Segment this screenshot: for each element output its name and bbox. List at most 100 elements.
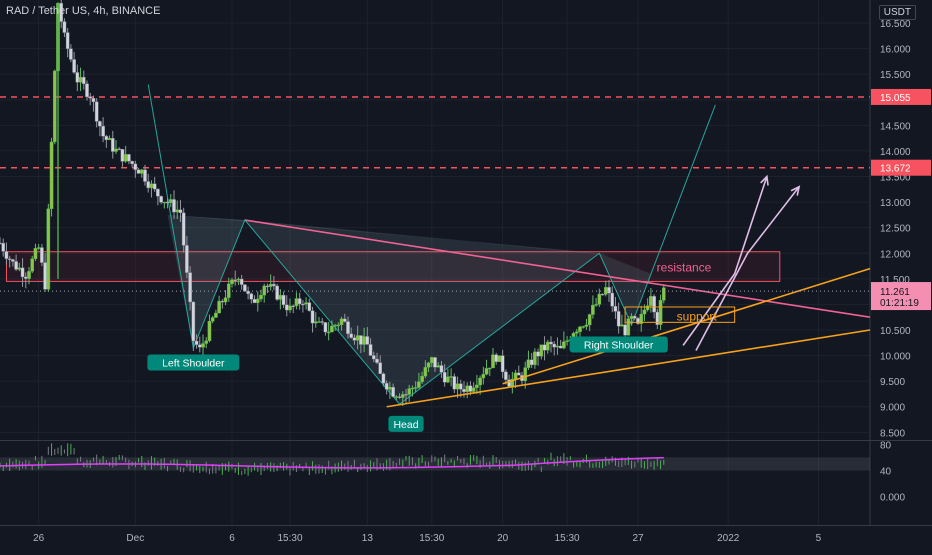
candle-body bbox=[484, 368, 489, 375]
annotation-label: Head bbox=[393, 419, 418, 431]
candle-body bbox=[265, 285, 270, 288]
candle-body bbox=[294, 298, 299, 307]
candle-body bbox=[230, 279, 234, 285]
candle-body bbox=[413, 387, 418, 389]
candle-body bbox=[204, 340, 209, 344]
candle-body bbox=[549, 341, 553, 345]
candle-body bbox=[375, 358, 379, 363]
candle-body bbox=[259, 294, 263, 300]
candle-body bbox=[288, 305, 292, 311]
candle-body bbox=[291, 305, 296, 308]
candle-body bbox=[629, 315, 634, 319]
candle-body bbox=[110, 137, 115, 152]
candle-body bbox=[127, 154, 131, 162]
candle-body bbox=[262, 285, 267, 296]
rsi-tick-label: 0.000 bbox=[880, 493, 905, 504]
candle-body bbox=[210, 317, 215, 322]
candle-body bbox=[352, 337, 357, 341]
candle-body bbox=[11, 259, 15, 262]
candle-body bbox=[313, 321, 318, 324]
candle-body bbox=[310, 310, 315, 324]
candle-body bbox=[252, 299, 257, 304]
price-tag[interactable] bbox=[871, 282, 931, 311]
candle-body bbox=[465, 385, 470, 392]
trend-lower-line[interactable] bbox=[386, 329, 871, 408]
annotation-box[interactable] bbox=[147, 354, 240, 371]
candle-body bbox=[417, 381, 421, 388]
trend-upper-line[interactable] bbox=[502, 267, 871, 385]
candle-body bbox=[43, 262, 47, 290]
candle-body bbox=[27, 271, 31, 279]
candle-body bbox=[378, 362, 383, 374]
projection-arrow-head bbox=[790, 185, 801, 196]
candle-body bbox=[40, 247, 44, 263]
price-tick-label: 16.500 bbox=[880, 19, 911, 30]
candle-body bbox=[146, 181, 151, 189]
price-tag[interactable] bbox=[871, 159, 931, 176]
candle-body bbox=[52, 70, 57, 143]
candle-body bbox=[165, 201, 170, 204]
candle-body bbox=[442, 372, 447, 383]
price-tick-label: 10.000 bbox=[880, 352, 911, 363]
candle-body bbox=[20, 267, 25, 278]
candle-body bbox=[342, 318, 347, 322]
candle-body bbox=[597, 293, 602, 305]
candle-body bbox=[429, 357, 434, 364]
candle-body bbox=[475, 384, 479, 388]
candle-body bbox=[143, 169, 147, 182]
rsi-tick-label: 80 bbox=[880, 440, 892, 451]
candle-body bbox=[652, 296, 656, 313]
candle-body bbox=[462, 389, 466, 392]
candle-body bbox=[78, 76, 83, 83]
price-tick-label: 16.000 bbox=[880, 45, 911, 56]
time-tick-label: 13 bbox=[362, 533, 374, 544]
resistance-zone[interactable] bbox=[5, 251, 781, 282]
candle-body bbox=[304, 302, 308, 305]
candle-body bbox=[536, 351, 540, 357]
candle-body bbox=[384, 382, 389, 390]
projection-arrow[interactable] bbox=[695, 186, 800, 351]
candle-body bbox=[645, 305, 650, 311]
candle-body bbox=[185, 245, 189, 273]
currency-label[interactable]: USDT bbox=[878, 5, 916, 20]
candle-body bbox=[178, 209, 183, 214]
support-zone[interactable] bbox=[624, 306, 736, 323]
candle-body bbox=[162, 201, 167, 204]
price-tick-label: 14.000 bbox=[880, 147, 911, 158]
candle-body bbox=[545, 341, 550, 351]
candle-body bbox=[436, 365, 441, 368]
candle-body bbox=[365, 336, 370, 345]
price-tick-label: 9.500 bbox=[880, 377, 905, 388]
candle-body bbox=[562, 341, 566, 349]
candle-body bbox=[133, 163, 138, 170]
candle-body bbox=[152, 183, 157, 190]
candle-body bbox=[33, 248, 38, 259]
candle-body bbox=[249, 293, 254, 300]
candle-body bbox=[591, 304, 595, 315]
candle-body bbox=[478, 377, 482, 386]
projection-arrow[interactable] bbox=[682, 176, 768, 346]
annotation-box[interactable] bbox=[569, 336, 668, 353]
candle-body bbox=[7, 258, 12, 260]
candle-body bbox=[455, 383, 460, 390]
candle-body bbox=[255, 298, 260, 304]
candle-body bbox=[513, 372, 518, 380]
candle-body bbox=[446, 376, 450, 383]
annotation-box[interactable] bbox=[388, 415, 424, 432]
candle-body bbox=[220, 300, 225, 303]
candle-body bbox=[471, 387, 476, 392]
candle-body bbox=[336, 324, 341, 326]
price-tag[interactable] bbox=[871, 88, 931, 105]
candle-body bbox=[458, 383, 463, 390]
price-tag-label: 13.672 bbox=[880, 164, 911, 175]
rsi-ma-line bbox=[0, 456, 664, 469]
candle-body bbox=[400, 394, 405, 398]
candle-body bbox=[0, 242, 2, 245]
candle-body bbox=[552, 343, 557, 348]
candle-body bbox=[69, 48, 73, 60]
candle-body bbox=[661, 287, 666, 301]
candle-body bbox=[268, 283, 273, 287]
candle-body bbox=[649, 296, 653, 306]
